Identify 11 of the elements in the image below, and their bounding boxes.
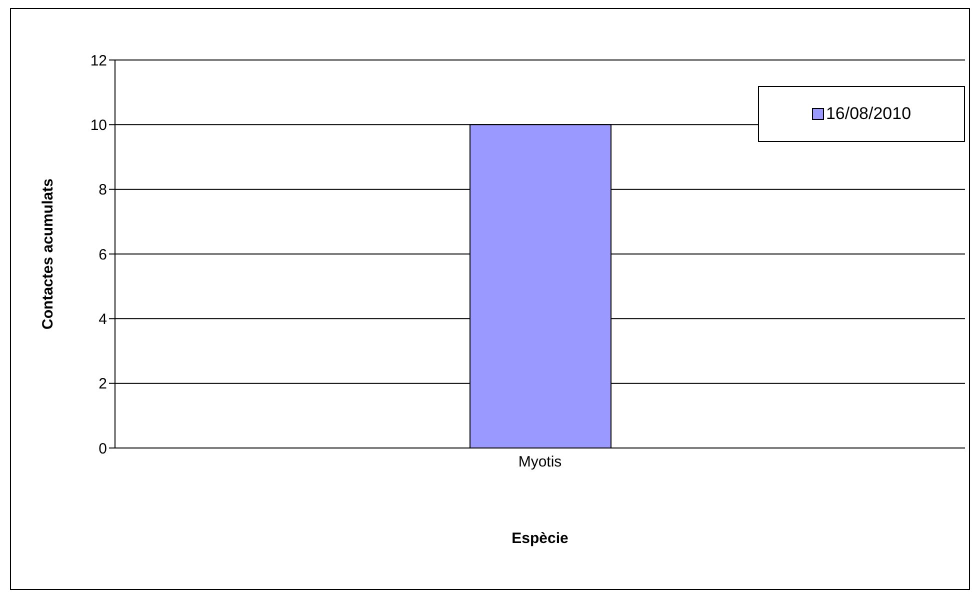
y-tick-label: 4 (98, 310, 107, 328)
x-axis-title: Espècie (512, 530, 568, 547)
y-tick-label: 6 (98, 246, 107, 264)
y-tick-label: 12 (90, 52, 107, 70)
y-tick-label: 0 (98, 440, 107, 458)
legend-label: 16/08/2010 (824, 104, 912, 124)
x-tick-label: Myotis (518, 454, 562, 471)
y-tick-label: 10 (90, 116, 107, 134)
y-tick-label: 2 (98, 376, 107, 393)
y-axis-title: Contactes acumulats (39, 178, 56, 330)
y-tick-label: 8 (98, 182, 107, 199)
